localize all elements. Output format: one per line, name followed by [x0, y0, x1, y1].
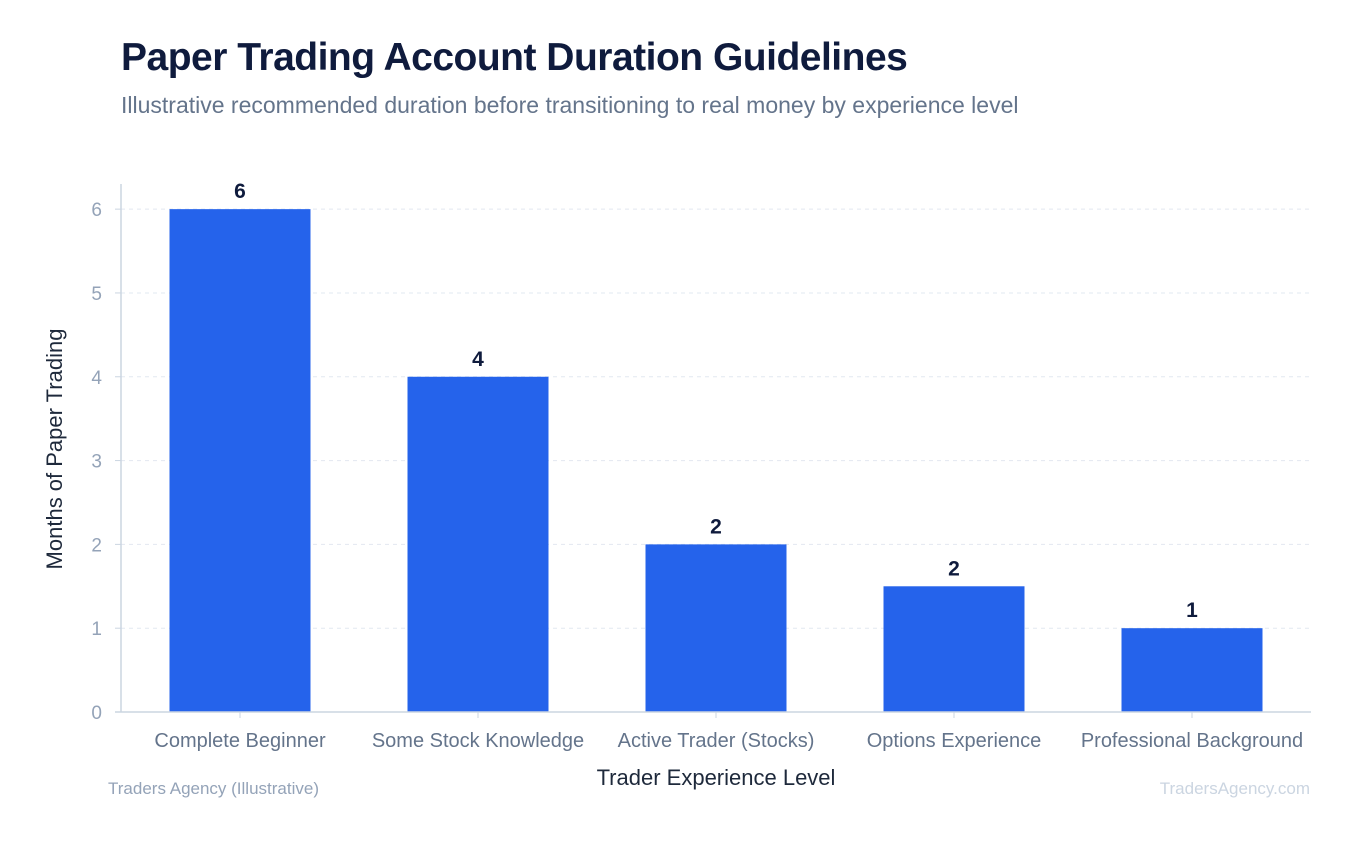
- bar-value-label: 2: [710, 515, 722, 538]
- x-tick-label: Some Stock Knowledge: [372, 730, 584, 752]
- chart-title: Paper Trading Account Duration Guideline…: [121, 36, 908, 79]
- bar: [169, 209, 311, 712]
- y-tick-label: 6: [91, 200, 102, 221]
- y-axis-title: Months of Paper Trading: [42, 329, 67, 570]
- x-tick-label: Professional Background: [1081, 730, 1303, 752]
- source-note: Traders Agency (Illustrative): [108, 779, 319, 798]
- y-tick-label: 5: [91, 284, 102, 305]
- bar: [645, 544, 787, 712]
- bar: [407, 376, 549, 712]
- y-tick-label: 4: [91, 368, 102, 389]
- y-tick-label: 2: [91, 535, 102, 556]
- bar: [883, 586, 1025, 712]
- bars: [169, 209, 1263, 712]
- y-tick-label: 1: [91, 619, 102, 640]
- axes: [115, 184, 1311, 718]
- bar-value-label: 2: [948, 557, 960, 580]
- brand-watermark: TradersAgency.com: [1159, 779, 1310, 798]
- bar-value-label: 6: [234, 180, 246, 203]
- bar: [1121, 628, 1263, 712]
- y-tick-label: 3: [91, 452, 102, 473]
- y-tick-label: 0: [91, 703, 102, 724]
- bar-value-label: 4: [472, 348, 484, 371]
- x-tick-label: Complete Beginner: [154, 730, 326, 752]
- labels: 0 1 2 3 4 5 6 6 Complete Beginner 4 Some Stock Kno…: [91, 180, 1303, 752]
- x-axis-title: Trader Experience Level: [597, 765, 836, 790]
- chart-subtitle: Illustrative recommended duration before…: [121, 92, 1019, 118]
- x-tick-label: Options Experience: [867, 730, 1042, 752]
- bar-value-label: 1: [1186, 599, 1198, 622]
- x-tick-label: Active Trader (Stocks): [618, 730, 815, 752]
